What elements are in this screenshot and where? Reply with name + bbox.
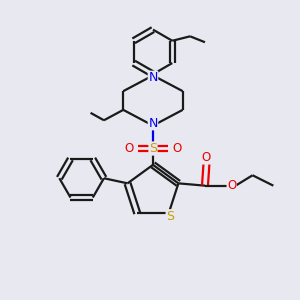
Text: N: N xyxy=(148,117,158,130)
Text: O: O xyxy=(172,142,182,155)
Text: S: S xyxy=(166,210,174,223)
Text: N: N xyxy=(148,71,158,84)
Text: O: O xyxy=(202,151,211,164)
Text: S: S xyxy=(149,142,157,155)
Text: O: O xyxy=(227,179,236,192)
Text: O: O xyxy=(124,142,134,155)
